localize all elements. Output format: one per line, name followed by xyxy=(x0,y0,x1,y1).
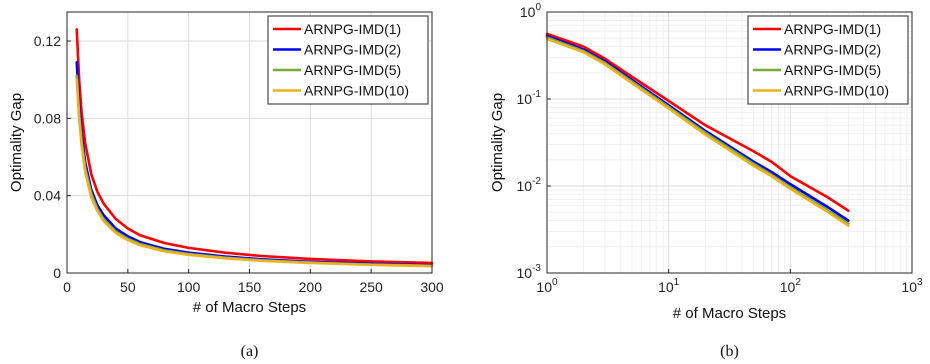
panel-a-x-tick-label: 100 xyxy=(177,279,201,295)
panel-b-legend-label-1: ARNPG-IMD(1) xyxy=(784,21,881,37)
panel-a-y-axis-label: Optimality Gap xyxy=(8,93,25,192)
panel-a-y-tick-label: 0.04 xyxy=(34,188,61,204)
panel-b-x-tick-label: 100 xyxy=(536,277,558,295)
panel-b-caption: (b) xyxy=(720,343,739,360)
panel-b-y-tick-label: 100 xyxy=(520,2,542,20)
panel-a-ticks: 0 50 100 150 200 250 300 0 0.04 0.08 0.12 xyxy=(34,33,444,295)
panel-a-legend-label-3: ARNPG-IMD(5) xyxy=(304,62,401,78)
panel-a-legend-label-1: ARNPG-IMD(1) xyxy=(304,21,401,37)
panel-a-chart: 0 50 100 150 200 250 300 0 0.04 0.08 0.12 # of Mac… xyxy=(8,11,444,360)
panel-a-y-tick-label: 0.12 xyxy=(34,33,61,49)
panel-a-series xyxy=(75,28,434,268)
panel-a-x-axis-label: # of Macro Steps xyxy=(193,299,306,316)
panel-b-x-tick-label: 101 xyxy=(658,277,680,295)
panel-a-y-tick-label: 0 xyxy=(53,265,61,281)
panel-b-axes-box xyxy=(546,11,913,274)
panel-b-series-line-1 xyxy=(545,32,850,213)
panel-b-y-tick-label: 10-1 xyxy=(517,89,542,107)
panel-a-x-tick-label: 200 xyxy=(299,279,323,295)
panel-b-x-tick-label: 102 xyxy=(780,277,802,295)
panel-b-series xyxy=(545,32,850,227)
panel-a-series-line-1 xyxy=(75,28,434,265)
panel-a-legend: ARNPG-IMD(1) ARNPG-IMD(2) ARNPG-IMD(5) ARNP… xyxy=(267,15,429,105)
panel-a-x-tick-label: 150 xyxy=(238,279,262,295)
panel-a-x-tick-label: 50 xyxy=(120,279,136,295)
panel-a-x-tick-label: 300 xyxy=(420,279,444,295)
panel-a-x-tick-label: 250 xyxy=(359,279,383,295)
panel-b-series-line-4 xyxy=(545,37,850,227)
panel-a-x-tick-label: 0 xyxy=(63,279,71,295)
panel-b-legend-label-3: ARNPG-IMD(5) xyxy=(784,62,881,78)
panel-a-y-tick-label: 0.08 xyxy=(34,110,61,126)
panel-a-legend-label-2: ARNPG-IMD(2) xyxy=(304,42,401,58)
panel-a-series-line-4 xyxy=(75,78,434,268)
panel-a-legend-label-4: ARNPG-IMD(10) xyxy=(304,83,409,99)
panel-b-y-tick-label: 10-3 xyxy=(517,263,542,281)
panel-b-y-tick-label: 10-2 xyxy=(517,176,542,194)
panel-b-x-axis-label: # of Macro Steps xyxy=(673,305,786,322)
panel-b-legend-label-4: ARNPG-IMD(10) xyxy=(784,83,889,99)
panel-b-chart: 100 101 102 103 10-3 10-2 10-1 100 # of Macro S… xyxy=(489,2,923,360)
panel-b-y-axis-label: Optimality Gap xyxy=(489,93,506,192)
panel-b-legend-label-2: ARNPG-IMD(2) xyxy=(784,42,881,58)
panel-a-caption: (a) xyxy=(241,343,259,360)
panel-b-ticks: 100 101 102 103 10-3 10-2 10-1 100 xyxy=(517,2,923,295)
panel-b-legend: ARNPG-IMD(1) ARNPG-IMD(2) ARNPG-IMD(5) ARNP… xyxy=(747,15,909,105)
panel-b-x-tick-label: 103 xyxy=(901,277,923,295)
